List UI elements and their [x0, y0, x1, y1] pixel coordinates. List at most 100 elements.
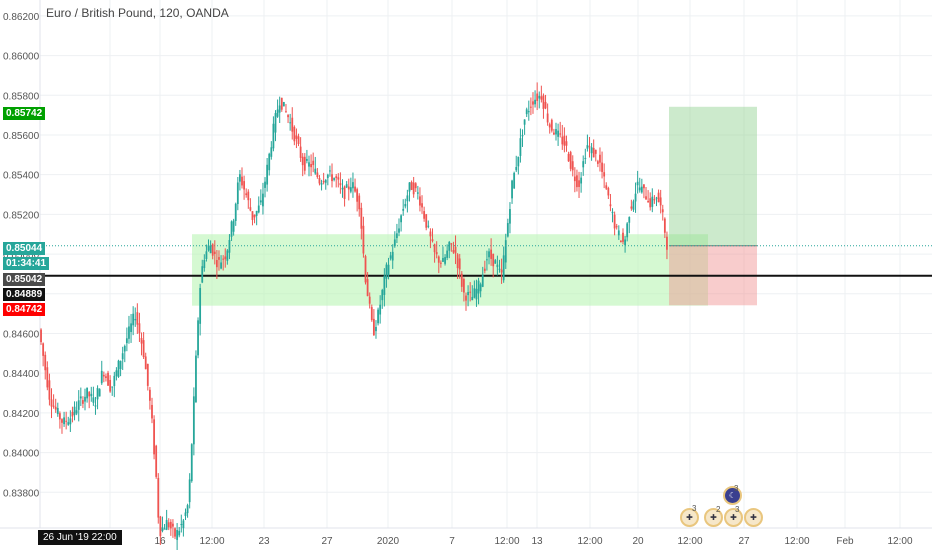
candle-body — [567, 153, 570, 162]
uk-flag-icon[interactable]: ✚ — [704, 508, 723, 527]
candle-body — [278, 105, 281, 113]
candle-body — [628, 217, 631, 223]
y-tick-label: 0.84200 — [3, 409, 40, 420]
candle-body — [257, 205, 260, 213]
candle-body — [427, 225, 430, 227]
candle-body — [222, 258, 225, 260]
candle-body — [186, 505, 189, 514]
candle-body — [375, 326, 377, 332]
x-tick-label: 12:00 — [677, 536, 702, 547]
current-price-tag: 0.85044 — [3, 242, 46, 255]
candle-body — [500, 269, 503, 273]
candle-body — [630, 206, 633, 209]
candle-body — [391, 251, 394, 261]
candle-body — [224, 256, 227, 260]
candle-body — [295, 135, 298, 139]
candle-body — [329, 170, 331, 172]
candle-body — [419, 196, 421, 206]
candle-body — [513, 172, 516, 189]
candle-body — [412, 182, 415, 195]
x-tick-label: 12:00 — [784, 536, 809, 547]
candle-body — [408, 182, 411, 192]
candle-body — [322, 181, 325, 183]
candle-body — [362, 225, 365, 254]
candle-body — [86, 387, 88, 399]
candle-body — [448, 242, 451, 251]
candle-body — [182, 520, 185, 529]
candle-body — [352, 182, 354, 189]
candle-body — [71, 411, 74, 417]
candle-body — [75, 410, 78, 414]
uk-flag-icon[interactable]: ✚ — [744, 508, 763, 527]
moon-icon[interactable]: ☾ — [723, 486, 742, 505]
candle-body — [326, 174, 329, 179]
candle-body — [437, 256, 440, 263]
countdown-tag: 01:34:41 — [3, 257, 50, 270]
candle-body — [84, 396, 86, 402]
candle-body — [634, 193, 637, 202]
candle-body — [542, 95, 545, 109]
candle-body — [540, 96, 543, 100]
candle-body — [46, 367, 49, 388]
candle-body — [232, 220, 235, 232]
candle-body — [234, 203, 237, 221]
y-tick-label: 0.83800 — [3, 488, 40, 499]
take-profit-price-tag: 0.85742 — [3, 107, 46, 120]
candle-body — [100, 370, 103, 384]
candle-body — [460, 273, 463, 287]
candle-body — [490, 249, 493, 259]
crosshair-time-tag: 26 Jun '19 22:00 — [38, 530, 122, 545]
candle-body — [176, 530, 179, 540]
candle-body — [396, 233, 398, 239]
candle-body — [645, 196, 647, 200]
candle-body — [661, 209, 664, 213]
candle-body — [163, 528, 166, 530]
candle-body — [473, 288, 476, 298]
candle-body — [40, 329, 42, 342]
uk-flag-icon[interactable]: ✚ — [680, 508, 699, 527]
entry-price-tag: 0.85042 — [3, 273, 46, 286]
candle-body — [243, 181, 245, 190]
candle-body — [113, 375, 116, 387]
candle-body — [563, 135, 566, 146]
candle-body — [190, 444, 193, 482]
candle-body — [544, 101, 547, 109]
candle-body — [431, 239, 434, 242]
candle-body — [494, 260, 497, 264]
x-tick-label: Feb — [836, 536, 854, 547]
candle-body — [446, 250, 449, 258]
candle-body — [247, 191, 250, 201]
candle-body — [622, 232, 624, 242]
candle-body — [347, 186, 350, 190]
candle-body — [215, 260, 218, 268]
x-tick-label: 20 — [632, 536, 644, 547]
candle-body — [578, 180, 580, 187]
x-tick-label: 27 — [321, 536, 333, 547]
candle-body — [477, 280, 480, 294]
candle-body — [172, 523, 174, 527]
candle-body — [442, 257, 444, 262]
candle-body — [617, 230, 620, 236]
candle-body — [123, 345, 126, 352]
uk-flag-icon[interactable]: ✚ — [724, 508, 743, 527]
candle-body — [339, 183, 342, 186]
candle-body — [475, 288, 478, 300]
stop-loss-price-tag: 0.84742 — [3, 303, 46, 316]
candle-body — [274, 113, 277, 133]
candle-body — [364, 256, 367, 283]
candle-body — [605, 185, 608, 189]
candle-body — [620, 240, 622, 243]
candle-body — [454, 246, 457, 254]
candle-body — [521, 135, 524, 137]
candle-body — [509, 209, 511, 224]
candle-body — [333, 178, 336, 180]
candle-body — [308, 162, 310, 167]
candle-body — [105, 376, 107, 378]
candle-body — [624, 239, 626, 246]
candle-body — [559, 133, 562, 135]
candle-body — [492, 253, 495, 267]
candle-body — [481, 275, 484, 287]
y-tick-label: 0.85200 — [3, 210, 40, 221]
